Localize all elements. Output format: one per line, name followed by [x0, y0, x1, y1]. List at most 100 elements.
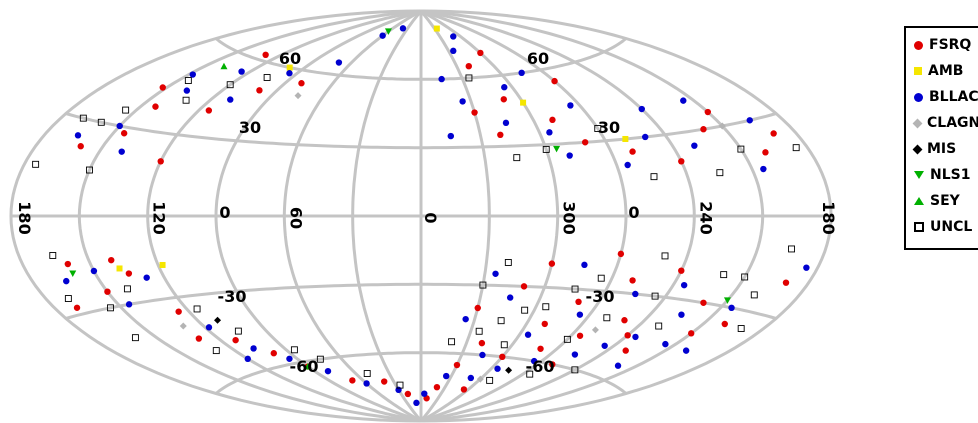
uncl-point [486, 376, 494, 384]
fsrq-point [621, 317, 628, 324]
latitude-label: 60 [527, 49, 549, 68]
bllac-point [467, 374, 475, 382]
bllac-point [63, 277, 70, 285]
uncl-point [750, 291, 758, 299]
fsrq-point [108, 256, 115, 264]
fsrq-point [678, 267, 685, 274]
longitude-label: 300 [560, 201, 579, 234]
bllac-point [118, 148, 125, 155]
uncl-point [563, 335, 571, 343]
fsrq-point [349, 377, 356, 384]
fsrq-point [157, 158, 164, 165]
longitude-label: 0 [421, 212, 440, 223]
fsrq-point [581, 139, 589, 146]
fsrq-point [256, 87, 263, 94]
fsrq-point [433, 383, 441, 391]
fsrq-point [629, 148, 636, 155]
fsrq-point [782, 279, 790, 286]
longitude-label: 240 [696, 201, 715, 234]
fsrq-point [551, 77, 558, 85]
bllac-point [638, 105, 645, 113]
bllac-point [746, 117, 753, 124]
legend-label: BLLAC [929, 89, 978, 105]
bllac-point [524, 331, 532, 338]
bllac-point [518, 69, 525, 77]
fsrq-point [460, 386, 468, 393]
bllac-point [244, 355, 251, 363]
bllac-point [116, 122, 123, 130]
bllac-point [395, 386, 402, 394]
legend-item-uncl: UNCL [914, 216, 972, 238]
bllac-point [614, 362, 622, 369]
fsrq-point [548, 260, 556, 267]
fsrq-point [624, 332, 631, 339]
parallel-line [65, 282, 777, 320]
fsrq-point [700, 126, 707, 133]
fsrq-point [549, 361, 556, 368]
uncl-point [479, 281, 487, 289]
amb-point [622, 135, 629, 142]
bllac-point [506, 294, 514, 301]
fsrq-point [541, 320, 548, 328]
bllac-point [250, 345, 257, 352]
fsrq-point [617, 250, 625, 258]
bllac-point [642, 133, 649, 141]
fsrq-point [687, 330, 695, 337]
points-layer [32, 25, 810, 407]
bllac-point [227, 96, 234, 103]
fsrq-point [298, 80, 305, 87]
fsrq-point [576, 332, 584, 339]
nls1-point [69, 270, 77, 277]
uncl-point [716, 169, 724, 177]
uncl-point [597, 274, 605, 282]
legend-item-clagn: CLAGN [912, 112, 978, 134]
fsrq-point [622, 347, 629, 354]
bllac-point [566, 152, 573, 159]
uncl-point [122, 106, 130, 114]
bllac-point [143, 274, 150, 281]
bllac-point [680, 281, 688, 289]
bllac-point [462, 315, 469, 323]
bllac-point [421, 390, 428, 397]
latitude-label: -60 [290, 357, 319, 376]
fsrq-point [471, 109, 478, 116]
fsrq-point [232, 336, 239, 344]
uncl-point [131, 334, 139, 342]
parallel-line [215, 37, 627, 81]
bllac-point [576, 311, 584, 318]
uncl-point [542, 303, 550, 311]
fsrq-point [762, 149, 769, 156]
amb-point [116, 265, 123, 272]
latitude-label: 30 [239, 118, 261, 137]
bllac-point [682, 347, 690, 354]
bllac-point [760, 165, 767, 173]
bllac-point [691, 142, 698, 149]
bllac-point [632, 333, 639, 341]
uncl-point [290, 346, 298, 354]
bllac-point [189, 71, 196, 78]
bllac-point [492, 270, 499, 277]
mis-point [214, 316, 222, 324]
fsrq-point [629, 277, 636, 284]
bllac-point [494, 365, 501, 372]
bllac-point [567, 102, 574, 109]
fsrq-point [477, 49, 484, 57]
uncl-point [396, 381, 404, 389]
uncl-point [49, 252, 57, 259]
uncl-point [661, 252, 669, 260]
bllac-point [74, 132, 82, 139]
fsrq-point [453, 361, 461, 369]
uncl-point [212, 347, 220, 355]
amb-point [159, 261, 166, 268]
uncl-point [234, 327, 242, 335]
clagn-point [294, 92, 302, 100]
uncl-point [792, 144, 800, 152]
longitude-label: 180 [15, 201, 34, 234]
fsrq-point [474, 304, 481, 312]
uncl-point [521, 306, 529, 314]
legend-marker [914, 222, 924, 232]
uncl-point [465, 74, 473, 82]
clagn-point [476, 375, 484, 383]
bllac-point [546, 129, 553, 136]
bllac-point [335, 59, 343, 66]
